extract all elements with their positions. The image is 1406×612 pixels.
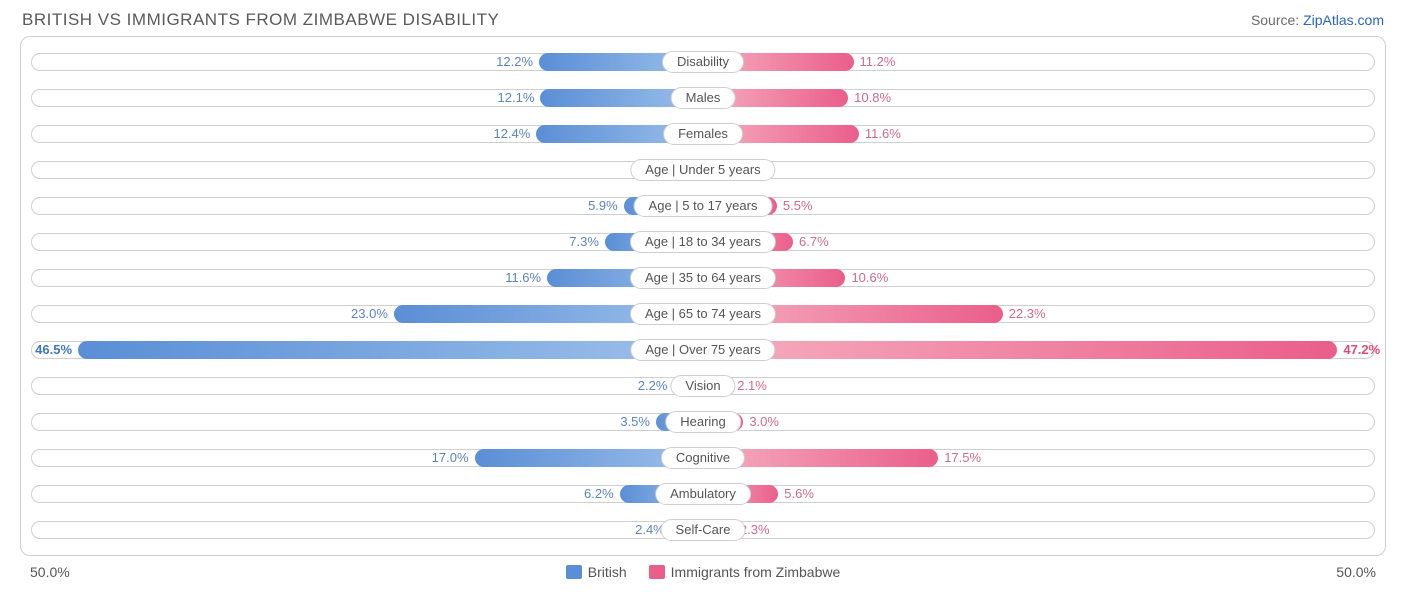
category-label: Vision — [670, 375, 735, 397]
value-left: 12.2% — [496, 53, 533, 71]
legend-label-left: British — [588, 564, 627, 580]
chart-row: 7.3% 6.7% Age | 18 to 34 years — [31, 227, 1375, 257]
diverging-bar-chart: 12.2% 11.2% Disability 12.1% 10.8% Males 12.4%… — [20, 36, 1386, 556]
category-label: Females — [663, 123, 743, 145]
value-left: 3.5% — [620, 413, 650, 431]
legend-label-right: Immigrants from Zimbabwe — [671, 564, 841, 580]
category-label: Self-Care — [661, 519, 746, 541]
value-right: 22.3% — [1009, 305, 1046, 323]
legend-item-right: Immigrants from Zimbabwe — [649, 564, 841, 580]
value-right: 6.7% — [799, 233, 829, 251]
value-right: 5.5% — [783, 197, 813, 215]
chart-row: 12.1% 10.8% Males — [31, 83, 1375, 113]
value-right: 10.6% — [851, 269, 888, 287]
value-left: 46.5% — [35, 341, 72, 359]
chart-row: 23.0% 22.3% Age | 65 to 74 years — [31, 299, 1375, 329]
category-label: Hearing — [665, 411, 741, 433]
bar-left — [78, 341, 703, 359]
category-label: Age | Over 75 years — [630, 339, 775, 361]
value-left: 12.1% — [498, 89, 535, 107]
chart-footer: 50.0% British Immigrants from Zimbabwe 5… — [0, 562, 1406, 588]
header: BRITISH VS IMMIGRANTS FROM ZIMBABWE DISA… — [0, 0, 1406, 36]
value-right: 11.6% — [865, 125, 901, 143]
category-label: Age | 35 to 64 years — [630, 267, 776, 289]
category-label: Age | 18 to 34 years — [630, 231, 776, 253]
category-label: Disability — [662, 51, 744, 73]
chart-row: 5.9% 5.5% Age | 5 to 17 years — [31, 191, 1375, 221]
value-right: 10.8% — [854, 89, 891, 107]
legend-swatch-left — [566, 565, 582, 579]
value-left: 12.4% — [493, 125, 530, 143]
source-attribution: Source: ZipAtlas.com — [1251, 12, 1384, 28]
chart-row: 46.5%47.2%Age | Over 75 years — [31, 335, 1375, 365]
category-label: Age | 65 to 74 years — [630, 303, 776, 325]
value-right: 5.6% — [784, 485, 814, 503]
chart-row: 2.2% 2.1%Vision — [31, 371, 1375, 401]
chart-row: 12.4% 11.6% Females — [31, 119, 1375, 149]
axis-max-left: 50.0% — [30, 564, 70, 580]
value-right: 2.1% — [737, 377, 767, 395]
chart-row: 11.6% 10.6% Age | 35 to 64 years — [31, 263, 1375, 293]
axis-max-right: 50.0% — [1336, 564, 1376, 580]
chart-row: 2.4%2.3%Self-Care — [31, 515, 1375, 545]
legend-swatch-right — [649, 565, 665, 579]
value-left: 23.0% — [351, 305, 388, 323]
value-right: 3.0% — [749, 413, 779, 431]
value-left: 11.6% — [505, 269, 541, 287]
chart-row: 12.2% 11.2% Disability — [31, 47, 1375, 77]
chart-row: 1.5%1.2%Age | Under 5 years — [31, 155, 1375, 185]
value-left: 6.2% — [584, 485, 614, 503]
value-right: 11.2% — [860, 53, 896, 71]
category-label: Age | Under 5 years — [630, 159, 775, 181]
chart-title: BRITISH VS IMMIGRANTS FROM ZIMBABWE DISA… — [22, 10, 499, 30]
source-label: Source: — [1251, 12, 1303, 28]
source-link[interactable]: ZipAtlas.com — [1303, 12, 1384, 28]
value-left: 5.9% — [588, 197, 618, 215]
chart-row: 17.0% 17.5% Cognitive — [31, 443, 1375, 473]
value-left: 2.2% — [638, 377, 668, 395]
bar-right — [703, 341, 1337, 359]
value-left: 17.0% — [432, 449, 469, 467]
value-right: 17.5% — [944, 449, 981, 467]
category-label: Cognitive — [661, 447, 745, 469]
value-right: 47.2% — [1343, 341, 1380, 359]
legend: British Immigrants from Zimbabwe — [566, 564, 841, 580]
chart-row: 3.5% 3.0% Hearing — [31, 407, 1375, 437]
chart-row: 6.2% 5.6% Ambulatory — [31, 479, 1375, 509]
category-label: Age | 5 to 17 years — [634, 195, 773, 217]
value-left: 7.3% — [569, 233, 599, 251]
category-label: Ambulatory — [655, 483, 751, 505]
category-label: Males — [671, 87, 736, 109]
legend-item-left: British — [566, 564, 627, 580]
